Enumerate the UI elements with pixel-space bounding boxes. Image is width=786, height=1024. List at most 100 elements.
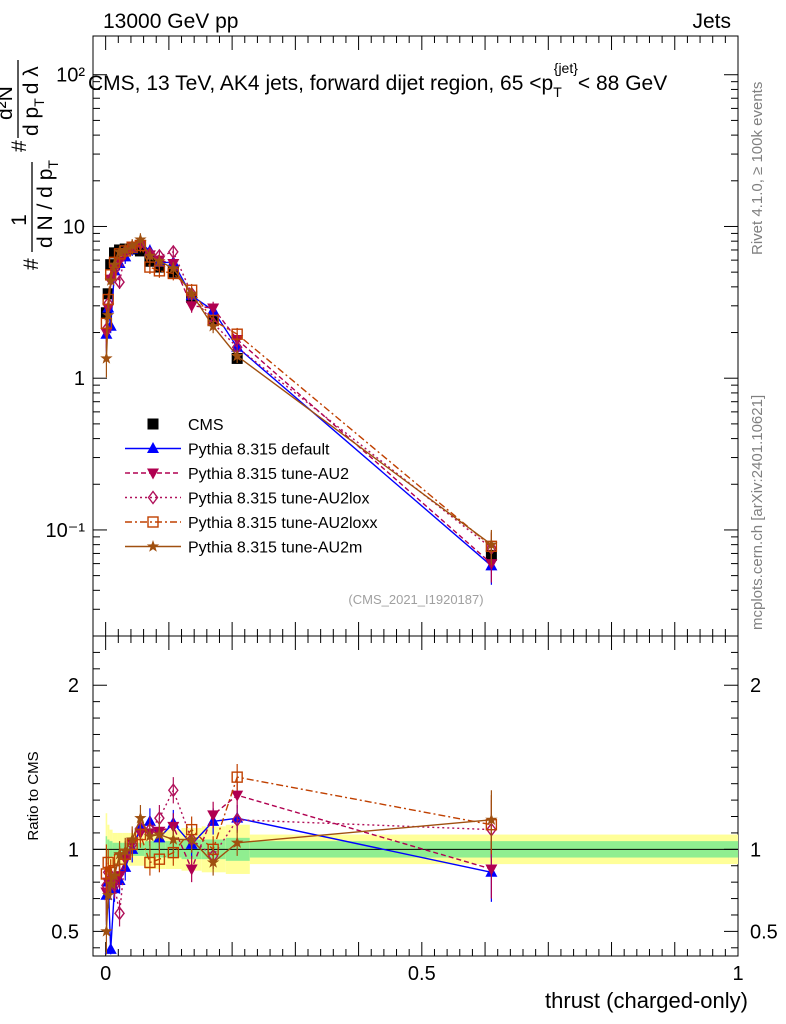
ratio-point xyxy=(108,869,121,881)
legend-label: CMS xyxy=(188,417,224,434)
ratio-point xyxy=(119,844,132,857)
ratio-point xyxy=(207,810,220,822)
main-point xyxy=(119,243,132,256)
main-point xyxy=(113,245,126,258)
ratio-point xyxy=(185,864,198,876)
chart-title-tail: < 88 GeV xyxy=(578,72,667,95)
main-point xyxy=(167,244,179,260)
ratio-ytick-label-right: 1 xyxy=(750,839,761,861)
main-ytick-label: 10 xyxy=(63,216,85,238)
ratio-ytick-label-right: 0.5 xyxy=(750,921,778,943)
x-axis-label: thrust (charged-only) xyxy=(545,988,748,1013)
ratio-point xyxy=(126,832,139,845)
main-point xyxy=(143,249,157,262)
main-point xyxy=(101,308,115,321)
ratio-point xyxy=(485,864,498,876)
svg-text:#: # xyxy=(8,140,31,152)
main-series-line xyxy=(105,241,492,549)
main-ytick-label: 1 xyxy=(74,368,85,390)
legend-marker xyxy=(147,516,159,528)
svg-text:d²N: d²N xyxy=(0,86,17,120)
main-series-5 xyxy=(100,233,498,564)
ratio-ytick-label-left: 0.5 xyxy=(51,921,79,943)
legend: CMS Pythia 8.315 default Pythia 8.315 tune… xyxy=(125,417,377,557)
ratio-point xyxy=(104,942,117,954)
main-point xyxy=(485,538,498,550)
xtick-label: 0 xyxy=(100,963,111,985)
main-point xyxy=(153,254,166,267)
ratio-point xyxy=(100,924,113,937)
ylabel-denominator-sub: T xyxy=(45,160,61,169)
svg-text:#: # xyxy=(20,258,43,270)
ratio-point xyxy=(113,847,126,860)
ylabel-numerator: 1 xyxy=(8,214,31,226)
ratio-point xyxy=(185,832,198,845)
main-series-group xyxy=(100,233,498,585)
legend-label: Pythia 8.315 default xyxy=(188,442,330,459)
energy-label: 13000 GeV pp xyxy=(103,10,238,33)
legend-marker xyxy=(147,418,159,430)
ratio-point xyxy=(485,813,498,826)
svg-text:d N / d pT: d N / d pT xyxy=(34,160,61,248)
chart-title-main: CMS, 13 TeV, AK4 jets, forward dijet reg… xyxy=(88,72,553,95)
main-point xyxy=(104,274,117,286)
chart-title-superscript: {jet} xyxy=(554,60,578,76)
ratio-point xyxy=(230,836,244,849)
main-point xyxy=(231,328,243,340)
ratio-point xyxy=(206,855,220,868)
main-point xyxy=(114,274,125,290)
ylabel-hash: # xyxy=(20,258,43,270)
ratio-ytick-label-left: 1 xyxy=(68,839,79,861)
svg-text:1: 1 xyxy=(8,214,31,226)
ratio-series-group xyxy=(100,764,498,955)
mcplots-label: mcplots.cern.ch [arXiv:2401.10621] xyxy=(749,395,766,630)
main-point xyxy=(207,303,220,315)
legend-marker xyxy=(146,540,160,552)
ratio-point xyxy=(134,811,147,824)
main-point xyxy=(185,287,198,300)
analysis-id-label: (CMS_2021_I1920187) xyxy=(348,592,483,607)
xtick-label: 0.5 xyxy=(408,963,436,985)
main-point xyxy=(230,349,244,362)
main-point xyxy=(185,301,198,313)
main-point xyxy=(102,293,114,306)
legend-marker xyxy=(147,468,159,480)
category-label: Jets xyxy=(692,10,731,33)
main-axis-ticks: 10⁻¹ 1 10 10² xyxy=(46,65,738,637)
chart-title-subscript: T xyxy=(553,84,562,100)
main-point xyxy=(167,261,180,274)
legend-label: Pythia 8.315 tune-AU2loxx xyxy=(188,515,377,532)
ratio-ytick-label-right: 2 xyxy=(750,675,761,697)
ratio-plot-frame xyxy=(92,635,739,957)
ratio-point xyxy=(143,829,157,842)
ylabel-dlambda: d λ xyxy=(20,66,43,95)
ratio-point xyxy=(114,906,125,921)
ylabel-denominator: d N / d p xyxy=(34,169,57,248)
ylabel-dp-sub: T xyxy=(31,98,47,107)
ratio-point xyxy=(231,771,243,783)
chart-title: CMS, 13 TeV, AK4 jets, forward dijet reg… xyxy=(88,60,667,100)
main-point xyxy=(206,319,220,332)
main-point xyxy=(134,233,147,245)
main-point xyxy=(100,351,113,364)
rivet-label: Rivet 4.1.0, ≥ 100k events xyxy=(749,82,766,255)
ratio-ytick-label-left: 2 xyxy=(68,675,79,697)
legend-label: Pythia 8.315 tune-AU2m xyxy=(188,540,362,557)
ratio-point xyxy=(231,812,243,827)
ylabel-dp: d p xyxy=(20,107,43,136)
legend-marker xyxy=(147,490,159,505)
legend-label: Pythia 8.315 tune-AU2lox xyxy=(188,491,369,508)
main-y-axis-label: # 1 d N / d pT # d²N d pTd λ xyxy=(0,60,61,270)
ylabel-d2n: d²N xyxy=(0,86,17,120)
ratio-y-axis-label: Ratio to CMS xyxy=(25,751,42,840)
ratio-series-4 xyxy=(100,790,498,955)
legend-label: Pythia 8.315 tune-AU2 xyxy=(188,466,349,483)
ratio-point xyxy=(231,790,244,802)
ratio-point xyxy=(101,888,115,901)
ylabel-hash-2: # xyxy=(8,140,31,152)
ratio-point xyxy=(167,832,180,845)
ratio-point xyxy=(153,853,166,865)
main-ytick-label: 10² xyxy=(56,65,85,87)
ratio-point xyxy=(167,783,179,798)
